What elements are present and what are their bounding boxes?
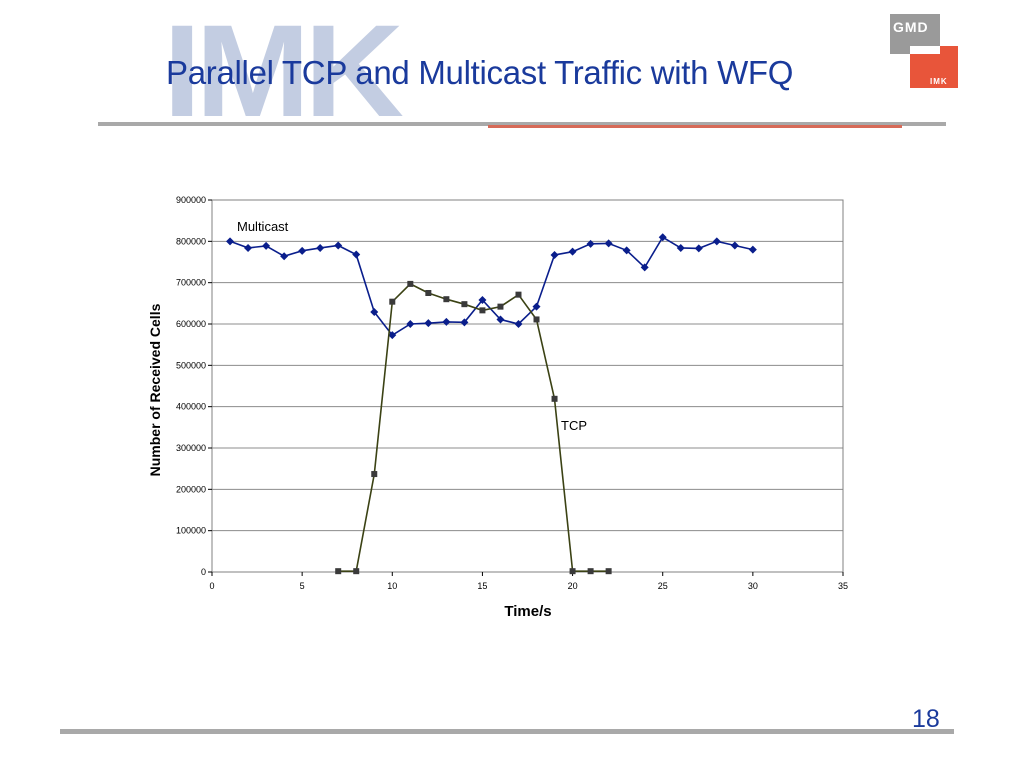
multicast-point xyxy=(676,243,685,252)
series-multicast xyxy=(226,233,757,340)
tcp-point xyxy=(443,296,450,303)
y-tick-label: 100000 xyxy=(176,526,206,536)
multicast-point xyxy=(568,247,577,256)
multicast-point xyxy=(388,331,397,340)
multicast-point xyxy=(334,241,343,250)
multicast-point xyxy=(514,320,523,328)
tcp-point xyxy=(569,568,576,575)
multicast-point xyxy=(298,246,307,255)
multicast-point xyxy=(694,244,703,253)
grid-lines xyxy=(212,199,843,573)
multicast-point xyxy=(460,318,469,327)
tcp-point xyxy=(461,301,468,308)
footer-rule xyxy=(60,729,954,734)
tcp-point xyxy=(497,303,504,310)
tcp-point xyxy=(533,316,540,323)
x-tick-label: 20 xyxy=(568,581,578,591)
x-tick-label: 5 xyxy=(300,581,305,591)
multicast-point xyxy=(748,245,757,254)
multicast-point xyxy=(658,233,667,242)
logo-top-text: GMD xyxy=(893,19,929,35)
y-tick-label: 200000 xyxy=(176,484,206,494)
tcp-point xyxy=(353,568,360,575)
multicast-point xyxy=(280,252,289,261)
x-tick-label: 30 xyxy=(748,581,758,591)
multicast-point xyxy=(622,246,631,255)
page-number: 18 xyxy=(912,705,940,733)
x-tick-label: 15 xyxy=(477,581,487,591)
tcp-point xyxy=(407,280,414,287)
series-tcp xyxy=(335,280,612,575)
y-tick-label: 700000 xyxy=(176,278,206,288)
multicast-point xyxy=(406,320,415,328)
y-tick-label: 500000 xyxy=(176,360,206,370)
tcp-point xyxy=(515,291,522,298)
multicast-point xyxy=(244,243,253,252)
tcp-point xyxy=(389,298,396,305)
x-axis-label: Time/s xyxy=(504,603,551,620)
y-axis-ticks: 0 100000 200000 300000 400000 500000 600000 700… xyxy=(176,195,212,577)
multicast-point xyxy=(550,250,559,259)
tcp-point xyxy=(587,568,594,575)
slide-title: Parallel TCP and Multicast Traffic with … xyxy=(166,54,794,91)
multicast-point xyxy=(262,241,271,250)
multicast-point xyxy=(496,315,505,324)
series-label-multicast: Multicast xyxy=(237,219,289,234)
y-tick-label: 400000 xyxy=(176,402,206,412)
header-accent-rule xyxy=(488,125,902,128)
multicast-point xyxy=(640,263,649,272)
tcp-line xyxy=(338,282,609,573)
multicast-point xyxy=(442,317,451,326)
y-tick-label: 900000 xyxy=(176,195,206,205)
imk-watermark: IMK xyxy=(163,0,404,145)
multicast-point xyxy=(532,302,541,311)
multicast-point xyxy=(424,319,433,328)
multicast-point xyxy=(712,237,721,246)
plot-area-border xyxy=(211,199,844,573)
x-tick-label: 0 xyxy=(209,581,214,591)
y-tick-label: 300000 xyxy=(176,443,206,453)
y-tick-label: 800000 xyxy=(176,236,206,246)
logo-bottom-text: IMK xyxy=(930,77,948,86)
series xyxy=(226,233,757,575)
multicast-line xyxy=(229,236,754,337)
series-label-tcp: TCP xyxy=(561,418,587,433)
tcp-point xyxy=(335,568,342,575)
multicast-point xyxy=(316,243,325,252)
tcp-point xyxy=(605,568,612,575)
y-tick-label: 0 xyxy=(201,567,206,577)
y-axis-label: Number of Received Cells xyxy=(147,303,163,476)
multicast-point xyxy=(586,239,595,248)
multicast-point xyxy=(730,241,739,250)
multicast-point xyxy=(478,296,487,305)
gmd-imk-logo: GMD IMK xyxy=(890,14,958,88)
multicast-point xyxy=(370,308,379,317)
x-tick-label: 10 xyxy=(387,581,397,591)
tcp-point xyxy=(425,290,432,296)
header-rule xyxy=(98,122,946,126)
multicast-point xyxy=(352,250,361,259)
x-tick-label: 35 xyxy=(838,581,848,591)
multicast-point xyxy=(226,237,235,246)
tcp-point xyxy=(371,471,378,478)
tcp-point xyxy=(551,395,558,402)
tcp-point xyxy=(479,307,486,314)
x-axis-ticks: 0 5 10 15 20 25 30 35 xyxy=(209,572,848,591)
multicast-point xyxy=(604,239,613,248)
y-tick-label: 600000 xyxy=(176,319,206,329)
logo-white-overlap xyxy=(910,46,940,54)
x-tick-label: 25 xyxy=(658,581,668,591)
